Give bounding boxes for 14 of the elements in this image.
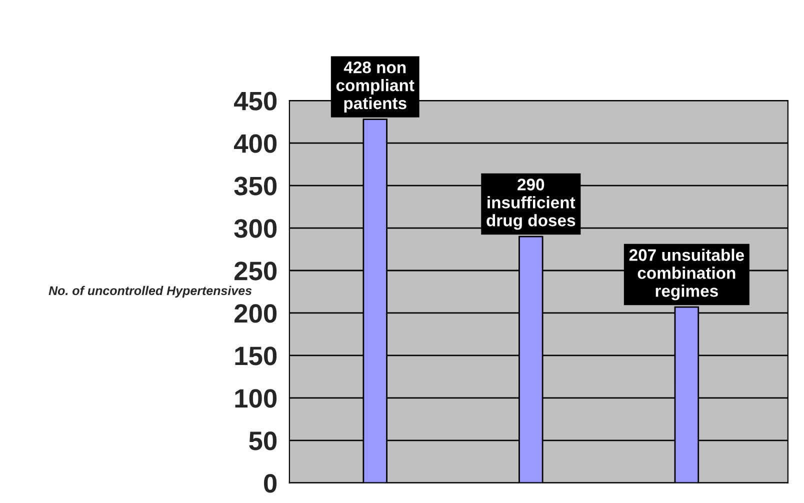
y-tick-label: 0 <box>264 474 277 493</box>
y-tick-label: 250 <box>234 262 277 280</box>
data-label: 428 non compliant patients <box>336 61 414 112</box>
y-tick-label: 100 <box>235 389 277 408</box>
y-tick-label: 450 <box>234 92 277 110</box>
data-label: 290 insufficient drug doses <box>486 178 576 230</box>
y-tick-label: 50 <box>249 432 277 450</box>
y-tick-label: 200 <box>234 304 277 323</box>
y-axis-title: No. of uncontrolled Hypertensives <box>48 286 252 298</box>
y-tick-label: 150 <box>235 346 277 366</box>
y-tick-label: 300 <box>234 219 277 238</box>
y-tick-label: 400 <box>234 134 277 153</box>
y-tick-label: 350 <box>234 176 277 196</box>
data-label: 207 unsuitable combination regimes <box>629 248 744 300</box>
